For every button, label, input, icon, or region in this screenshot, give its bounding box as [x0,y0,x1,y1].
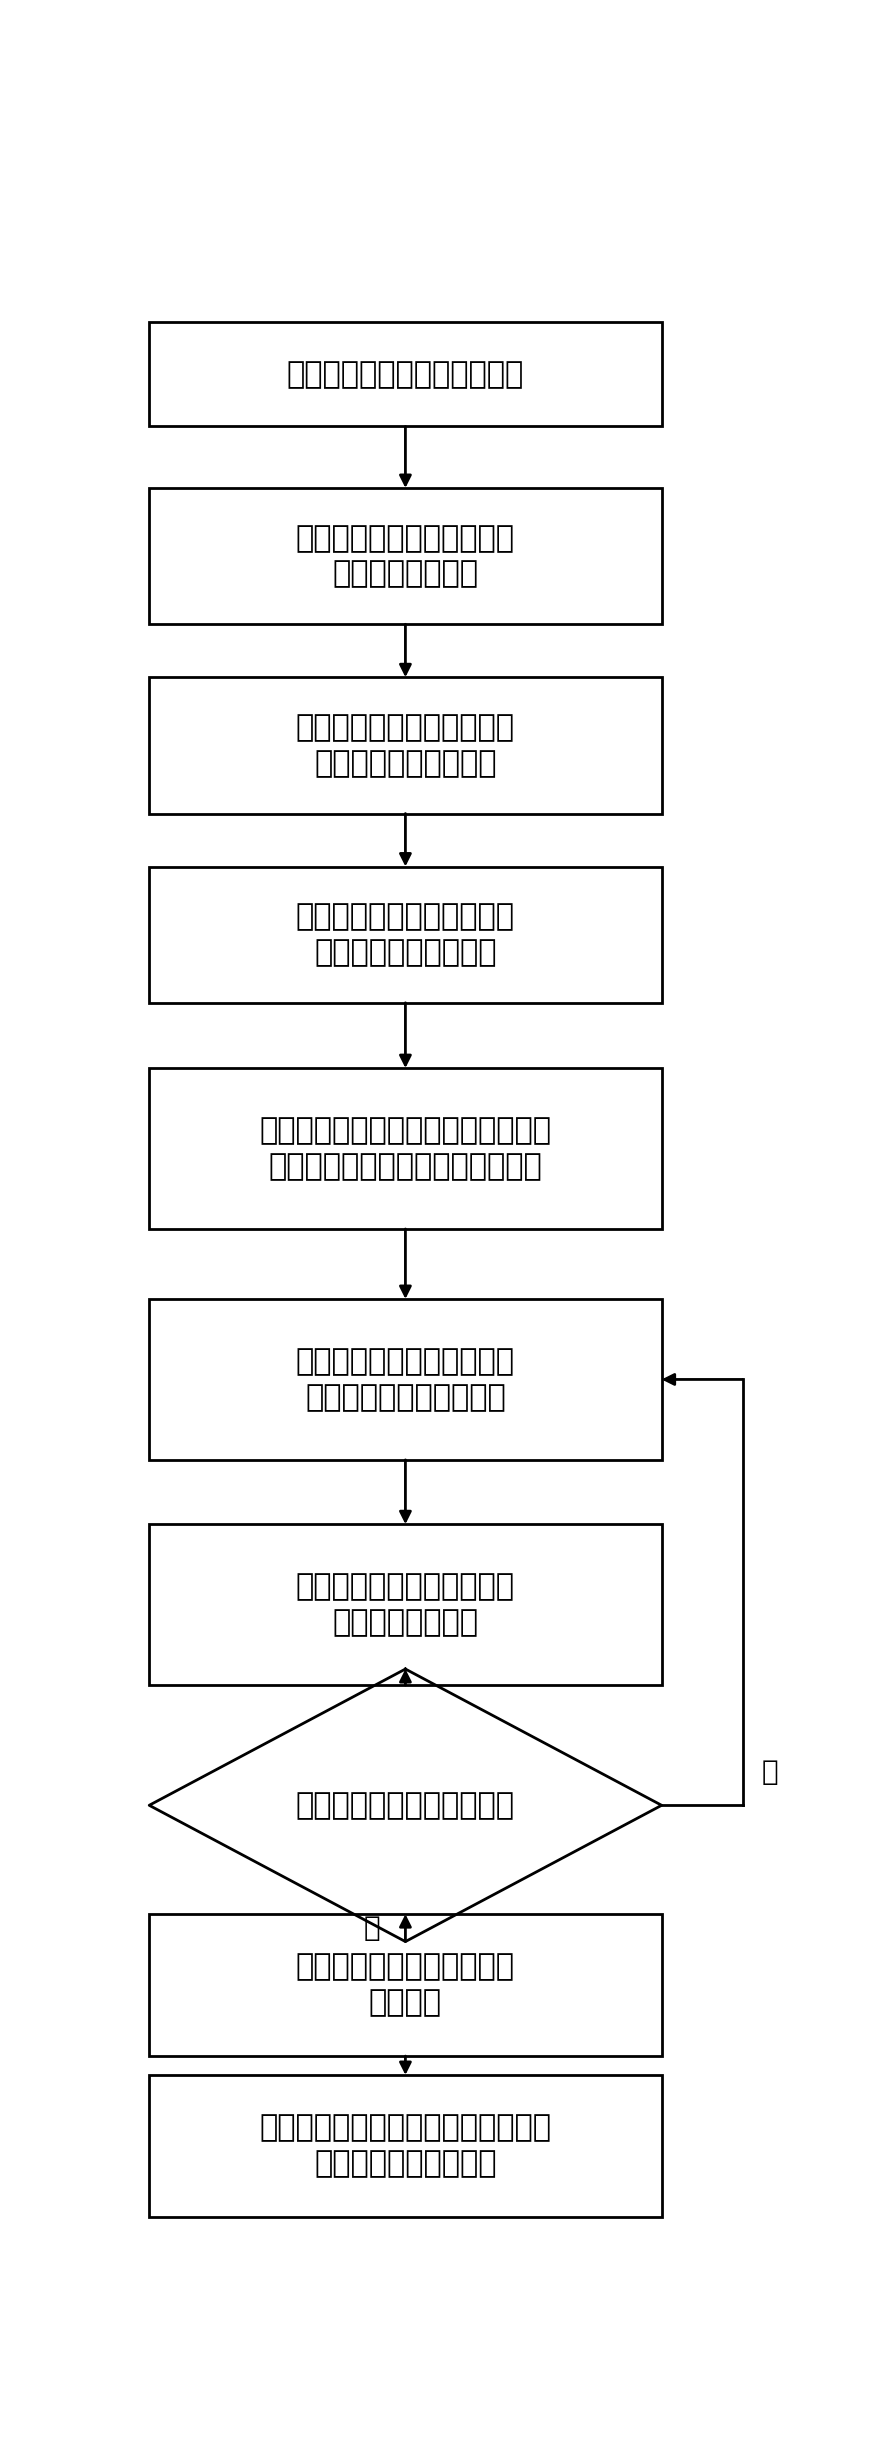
Text: 构建分子取向与薄膜膜层光
学常数之间的关系模型: 构建分子取向与薄膜膜层光 学常数之间的关系模型 [295,713,514,777]
Bar [149,322,661,428]
Text: 是: 是 [363,1915,380,1942]
Text: 判断偏差是否小于设定阈值: 判断偏差是否小于设定阈值 [295,1792,514,1819]
Bar [149,868,661,1003]
Bar [149,2075,661,2217]
Text: 根据分子取向和光学常数之间的关系
模型计算得到分子取向: 根据分子取向和光学常数之间的关系 模型计算得到分子取向 [259,2114,551,2178]
Text: 建立薄膜介电函数模型，计
算得到样品的光学常数: 建立薄膜介电函数模型，计 算得到样品的光学常数 [295,902,514,966]
Text: 根据光学常数和薄膜厚度，利用薄膜
传输矩阵计算样品的理论穆勒矩阵: 根据光学常数和薄膜厚度，利用薄膜 传输矩阵计算样品的理论穆勒矩阵 [259,1116,551,1180]
Text: 计算理论穆勒矩阵与测量穆
勒矩阵之间的偏差: 计算理论穆勒矩阵与测量穆 勒矩阵之间的偏差 [295,1573,514,1637]
Bar [149,1069,661,1229]
Bar [149,1524,661,1686]
Text: 建立待测样品的薄膜传输矩阵: 建立待测样品的薄膜传输矩阵 [287,359,523,388]
Bar [149,678,661,814]
Text: 得到样品的光学常数和实际
薄膜厚度: 得到样品的光学常数和实际 薄膜厚度 [295,1952,514,2018]
Text: 通过穆勒矩阵椭偏仪测得样
品的测量穆勒矩阵: 通过穆勒矩阵椭偏仪测得样 品的测量穆勒矩阵 [295,524,514,587]
Bar [149,1298,661,1460]
Bar [149,1915,661,2055]
Text: 通过改变光学常数和理论薄
膜厚度修正理论穆勒矩阵: 通过改变光学常数和理论薄 膜厚度修正理论穆勒矩阵 [295,1347,514,1411]
Text: 否: 否 [760,1757,777,1787]
Bar [149,489,661,624]
